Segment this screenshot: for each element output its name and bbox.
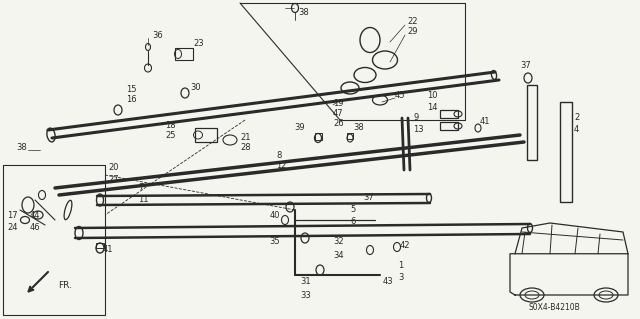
Bar: [347, 133, 353, 139]
Text: 41: 41: [480, 117, 490, 127]
Bar: [96, 243, 104, 248]
Text: 36: 36: [152, 31, 163, 40]
Text: 38: 38: [16, 144, 27, 152]
Text: 20: 20: [108, 164, 118, 173]
Bar: [195, 128, 217, 142]
Text: 6: 6: [350, 218, 355, 226]
Text: 35: 35: [269, 238, 280, 247]
Bar: [175, 48, 193, 60]
Text: 46: 46: [30, 224, 40, 233]
Text: 34: 34: [333, 250, 344, 259]
Text: 28: 28: [240, 144, 251, 152]
Bar: [527, 85, 537, 160]
Text: 38: 38: [353, 123, 364, 132]
Text: 40: 40: [269, 211, 280, 219]
Text: 8: 8: [276, 151, 282, 160]
Text: 5: 5: [350, 205, 355, 214]
Text: 32: 32: [333, 238, 344, 247]
Text: 13: 13: [413, 125, 424, 135]
Text: 42: 42: [400, 241, 410, 249]
Text: 15: 15: [126, 85, 136, 94]
Text: 14: 14: [428, 102, 438, 112]
Text: 12: 12: [276, 161, 287, 170]
Bar: [315, 133, 322, 140]
Text: 38: 38: [298, 8, 308, 17]
Text: 43: 43: [383, 278, 394, 286]
Text: 25: 25: [166, 131, 176, 140]
Text: 30: 30: [190, 84, 200, 93]
Text: 37: 37: [520, 61, 531, 70]
Text: 47: 47: [333, 108, 344, 117]
Text: 18: 18: [165, 121, 176, 130]
Text: 45: 45: [395, 91, 406, 100]
Text: 24: 24: [7, 224, 17, 233]
Text: 31: 31: [300, 278, 310, 286]
Text: 7: 7: [138, 183, 143, 192]
Bar: [440, 110, 458, 118]
Text: FR.: FR.: [58, 280, 72, 290]
Text: 23: 23: [193, 40, 204, 48]
Text: 16: 16: [126, 95, 136, 105]
Text: 21: 21: [240, 133, 250, 143]
Text: 44: 44: [30, 211, 40, 219]
Text: 1: 1: [398, 261, 403, 270]
Text: 3: 3: [398, 273, 403, 283]
Text: 2: 2: [574, 114, 579, 122]
Text: 11: 11: [138, 196, 148, 204]
Text: 17: 17: [7, 211, 18, 219]
Text: 19: 19: [333, 99, 344, 108]
Bar: [560, 102, 572, 202]
Text: 22: 22: [407, 18, 417, 26]
Text: 41: 41: [103, 246, 113, 255]
Bar: [440, 122, 458, 130]
Text: 9: 9: [413, 114, 419, 122]
Text: 39: 39: [294, 123, 305, 132]
Text: 10: 10: [428, 91, 438, 100]
Text: 26: 26: [333, 118, 344, 128]
Text: 29: 29: [407, 27, 417, 36]
Text: 37: 37: [363, 194, 374, 203]
Text: 27: 27: [108, 175, 118, 184]
Text: 33: 33: [300, 291, 311, 300]
Text: 4: 4: [574, 125, 579, 135]
Text: S0X4-B4210B: S0X4-B4210B: [528, 303, 580, 313]
